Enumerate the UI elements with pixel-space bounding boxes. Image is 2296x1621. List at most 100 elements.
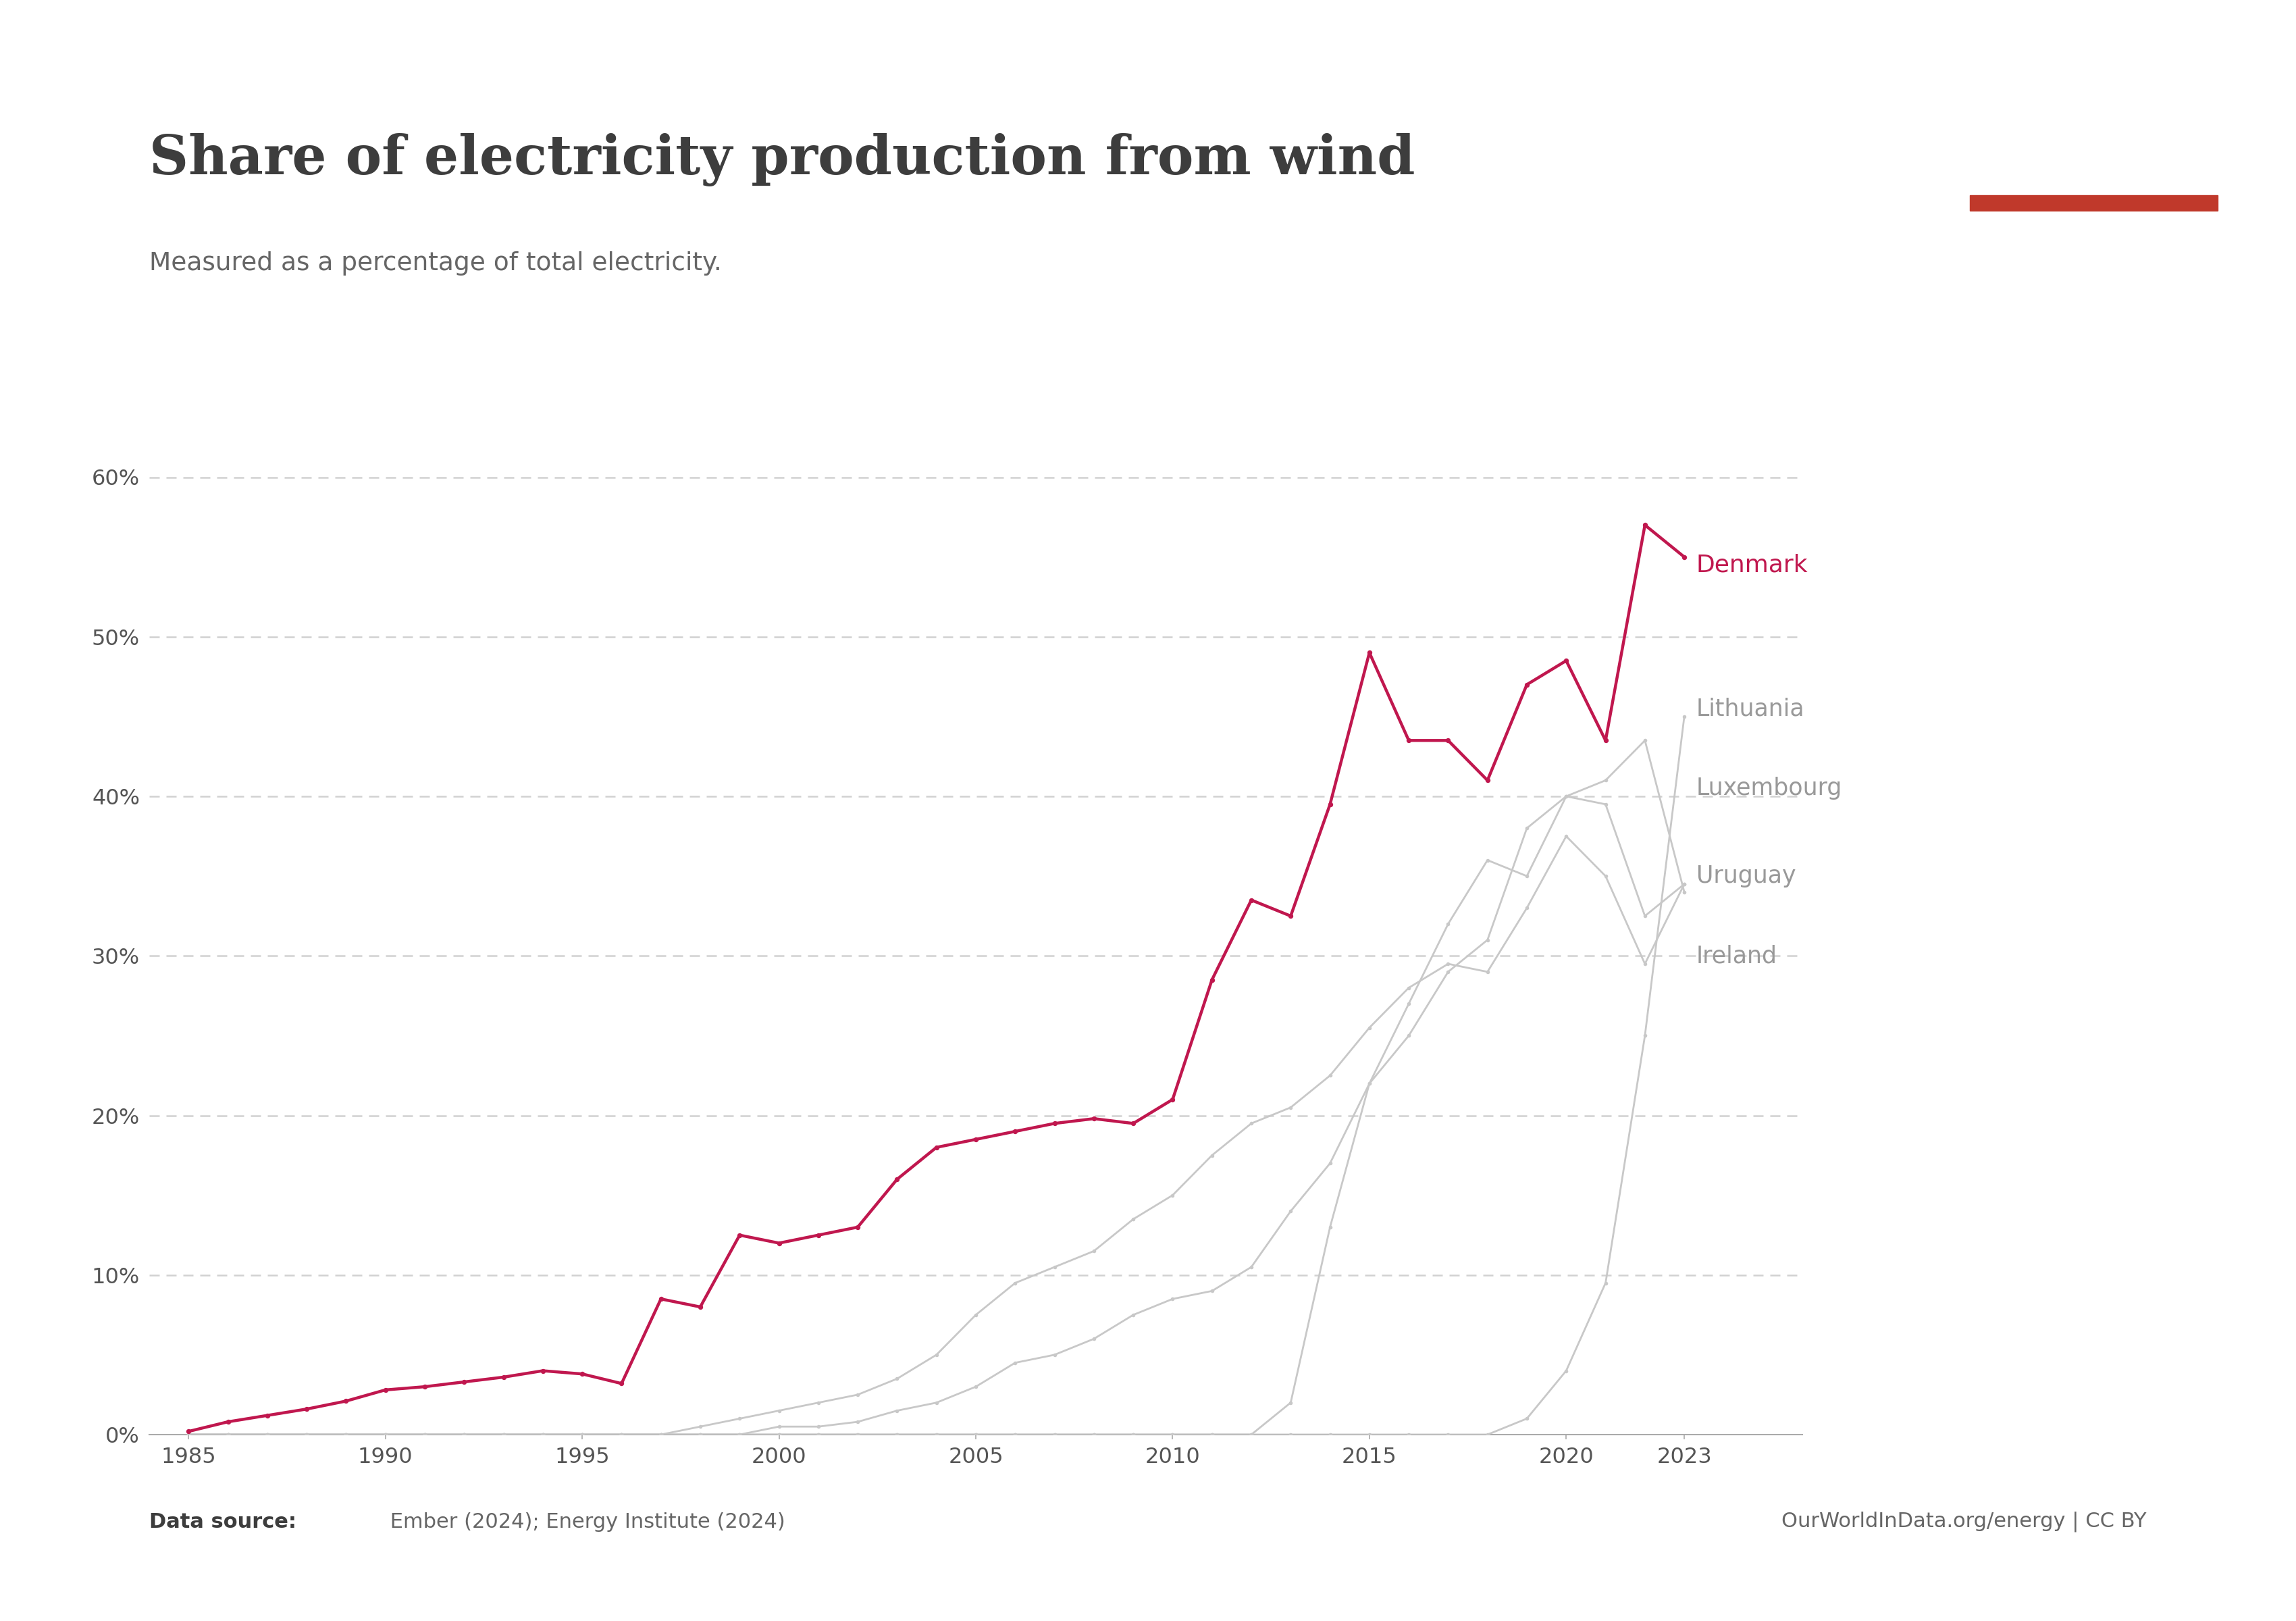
Point bbox=[1626, 512, 1662, 538]
Point bbox=[1272, 1422, 1309, 1448]
Point bbox=[682, 1294, 719, 1319]
Point bbox=[840, 1214, 877, 1240]
Point bbox=[1116, 1422, 1153, 1448]
Point bbox=[1116, 1110, 1153, 1136]
Point bbox=[484, 1422, 521, 1448]
Point bbox=[1430, 960, 1467, 986]
Point bbox=[209, 1422, 246, 1448]
Point bbox=[1667, 870, 1704, 896]
Point bbox=[1194, 1277, 1231, 1303]
Point bbox=[996, 1118, 1033, 1144]
Point bbox=[1391, 728, 1428, 754]
Point bbox=[1587, 1269, 1623, 1295]
Point bbox=[799, 1422, 836, 1448]
Point bbox=[1311, 1063, 1348, 1089]
Point bbox=[209, 1422, 246, 1448]
Point bbox=[879, 1167, 916, 1193]
Point bbox=[957, 1422, 994, 1448]
Point bbox=[1391, 974, 1428, 1000]
Point bbox=[1075, 1422, 1111, 1448]
Point bbox=[1155, 1422, 1192, 1448]
Point bbox=[289, 1422, 326, 1448]
Point bbox=[1508, 862, 1545, 888]
Point bbox=[1311, 1151, 1348, 1177]
Point bbox=[406, 1422, 443, 1448]
Point bbox=[170, 1422, 207, 1448]
Point bbox=[289, 1422, 326, 1448]
Point bbox=[721, 1222, 758, 1248]
Point bbox=[1469, 960, 1506, 986]
Point bbox=[996, 1422, 1033, 1448]
Point bbox=[918, 1342, 955, 1368]
Point bbox=[799, 1389, 836, 1415]
Point bbox=[289, 1422, 326, 1448]
Point bbox=[170, 1418, 207, 1444]
Point bbox=[1430, 952, 1467, 977]
Point bbox=[1667, 704, 1704, 729]
Point bbox=[1667, 870, 1704, 896]
Point bbox=[1587, 862, 1623, 888]
Point bbox=[1587, 728, 1623, 754]
Point bbox=[248, 1402, 285, 1428]
Point bbox=[406, 1373, 443, 1399]
Point bbox=[328, 1422, 365, 1448]
Text: Uruguay: Uruguay bbox=[1697, 864, 1795, 888]
Point bbox=[209, 1409, 246, 1435]
Point bbox=[643, 1422, 680, 1448]
Point bbox=[1391, 990, 1428, 1016]
Point bbox=[328, 1422, 365, 1448]
Text: Share of electricity production from wind: Share of electricity production from win… bbox=[149, 133, 1414, 186]
Point bbox=[604, 1422, 641, 1448]
Point bbox=[799, 1414, 836, 1439]
Point bbox=[1272, 1094, 1309, 1120]
Point bbox=[918, 1389, 955, 1415]
Point bbox=[367, 1422, 404, 1448]
Point bbox=[1430, 1422, 1467, 1448]
Point bbox=[760, 1422, 797, 1448]
Point bbox=[1116, 1206, 1153, 1232]
Point bbox=[523, 1358, 560, 1384]
Point bbox=[918, 1422, 955, 1448]
Point bbox=[1155, 1086, 1192, 1112]
Point bbox=[523, 1422, 560, 1448]
Point bbox=[484, 1365, 521, 1391]
Point bbox=[643, 1285, 680, 1311]
Point bbox=[445, 1422, 482, 1448]
Point bbox=[1469, 848, 1506, 874]
Point bbox=[643, 1422, 680, 1448]
Point bbox=[1626, 903, 1662, 929]
Point bbox=[1311, 791, 1348, 817]
Point bbox=[1311, 1214, 1348, 1240]
Point bbox=[879, 1397, 916, 1423]
Point bbox=[367, 1376, 404, 1402]
Point bbox=[170, 1422, 207, 1448]
Point bbox=[1194, 1422, 1231, 1448]
Point bbox=[1272, 903, 1309, 929]
Point bbox=[209, 1422, 246, 1448]
Point bbox=[1626, 728, 1662, 754]
Point bbox=[445, 1422, 482, 1448]
Point bbox=[565, 1422, 602, 1448]
Point bbox=[445, 1370, 482, 1396]
Point bbox=[799, 1222, 836, 1248]
Text: OurWorldInData.org/energy | CC BY: OurWorldInData.org/energy | CC BY bbox=[1782, 1511, 2147, 1532]
Point bbox=[484, 1422, 521, 1448]
Point bbox=[1035, 1255, 1072, 1281]
Point bbox=[840, 1422, 877, 1448]
Point bbox=[682, 1414, 719, 1439]
Point bbox=[1155, 1285, 1192, 1311]
Point bbox=[721, 1405, 758, 1431]
Point bbox=[1194, 1422, 1231, 1448]
Point bbox=[1272, 1198, 1309, 1224]
Point bbox=[1035, 1110, 1072, 1136]
Point bbox=[1075, 1238, 1111, 1264]
Point bbox=[1116, 1302, 1153, 1328]
Text: Lithuania: Lithuania bbox=[1697, 697, 1805, 720]
Point bbox=[1233, 1255, 1270, 1281]
Point bbox=[1508, 1405, 1545, 1431]
Point bbox=[957, 1127, 994, 1153]
Point bbox=[523, 1422, 560, 1448]
Point bbox=[604, 1422, 641, 1448]
Point bbox=[1035, 1422, 1072, 1448]
Point bbox=[565, 1362, 602, 1388]
